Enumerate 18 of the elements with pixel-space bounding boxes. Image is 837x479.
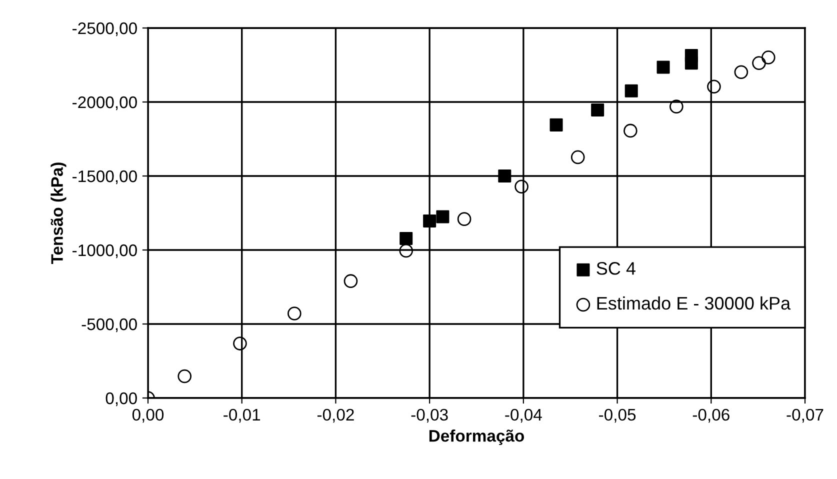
x-tick-label: -0,07: [786, 408, 824, 423]
legend-label: Estimado E - 30000 kPa: [597, 296, 791, 310]
x-tick-label: -0,04: [505, 408, 542, 423]
x-axis-title: Deformação: [429, 430, 524, 446]
y-tick-label: 0,00: [106, 392, 137, 406]
x-tick-label: -0,01: [224, 408, 260, 423]
x-tick-label: -0,06: [692, 408, 730, 423]
x-tick-label: -0,02: [317, 408, 354, 423]
y-tick-label: -1500,00: [72, 170, 137, 184]
y-axis-title: Tensão (kPa): [50, 162, 66, 264]
legend-label: SC 4: [596, 262, 636, 275]
y-tick-label: -1000,00: [72, 244, 137, 258]
y-tick-label: -2500,00: [72, 22, 137, 36]
y-tick-label: -500,00: [82, 318, 137, 332]
x-tick-label: -0,03: [411, 408, 448, 423]
x-tick-label: 0,00: [132, 408, 164, 423]
y-tick-label: -2000,00: [72, 96, 137, 110]
x-tick-label: -0,05: [599, 408, 636, 423]
